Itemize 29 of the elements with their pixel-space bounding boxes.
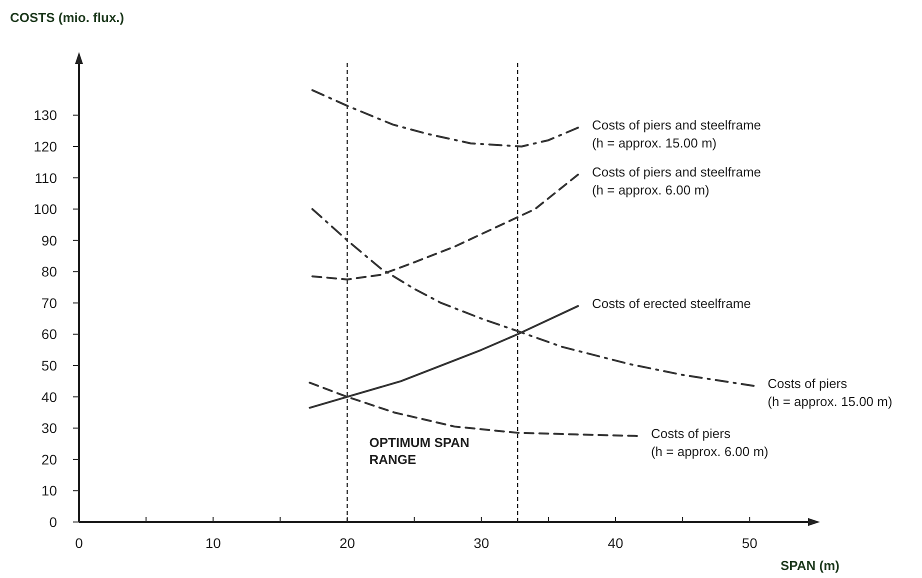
series-label: Costs of piers (h = approx. 6.00 m) <box>650 426 768 459</box>
series-label: Costs of piers and steelframe (h = approx. 15.00 m) <box>592 118 762 151</box>
line-series <box>311 89 579 148</box>
x-tick-label: 40 <box>608 535 624 551</box>
series-label: Costs of piers and steelframe (h = approx. 6.00 m) <box>592 164 762 198</box>
x-tick-label: 0 <box>75 535 84 551</box>
x-tick-label: 20 <box>339 535 356 551</box>
y-tick-label: 120 <box>34 138 58 154</box>
y-tick-label: 30 <box>41 420 58 436</box>
y-tick-label: 10 <box>41 482 58 499</box>
y-tick-label: 130 <box>34 107 58 124</box>
y-tick-label: 0 <box>49 514 58 530</box>
y-tick-label: 40 <box>41 388 58 405</box>
y-tick-label: 60 <box>41 326 58 342</box>
y-tick-label: 100 <box>34 201 58 218</box>
x-tick-label: 50 <box>742 535 758 551</box>
x-tick-label: 10 <box>205 535 222 551</box>
y-tick-label: 20 <box>41 451 58 468</box>
series-label: Costs of piers (h = approx. 15.00 m) <box>768 376 892 409</box>
y-tick-label: 70 <box>41 294 58 311</box>
x-tick-label: 30 <box>474 535 490 551</box>
x-axis-title: SPAN (m) <box>780 558 840 573</box>
y-tick-label: 90 <box>41 232 58 248</box>
y-tick-label: 80 <box>41 264 58 280</box>
y-tick-label: 50 <box>41 358 58 374</box>
annotation: OPTIMUM SPAN RANGE <box>369 435 470 467</box>
y-tick-label: 110 <box>34 170 58 186</box>
y-axis-title: COSTS (mio. flux.) <box>10 10 124 25</box>
series-label: Costs of erected steelframe <box>592 296 751 312</box>
